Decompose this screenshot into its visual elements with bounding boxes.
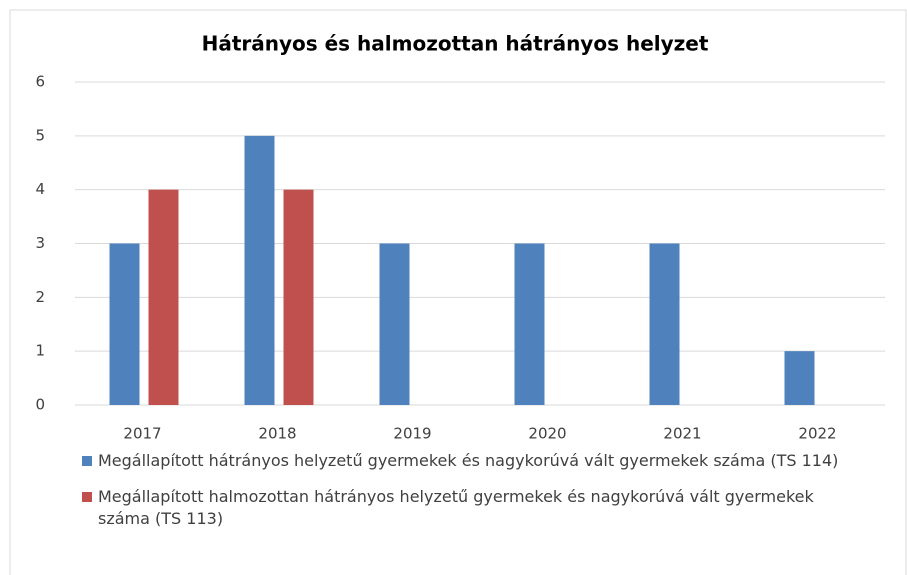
x-tick-label: 2021 <box>663 425 701 443</box>
x-tick-label: 2020 <box>528 425 566 443</box>
bar <box>109 243 140 405</box>
y-tick-label: 2 <box>35 288 45 306</box>
y-tick-label: 0 <box>35 396 45 414</box>
bar <box>148 189 179 405</box>
chart-frame <box>9 9 907 575</box>
bar <box>649 243 680 405</box>
y-tick-label: 4 <box>35 180 45 198</box>
y-tick-label: 5 <box>35 126 45 144</box>
x-tick-label: 2019 <box>393 425 431 443</box>
bar <box>244 135 275 406</box>
y-tick-label: 1 <box>35 342 45 360</box>
legend-label: Megállapított halmozottan hátrányos hely… <box>98 487 814 528</box>
legend: Megállapított hátrányos helyzetű gyermek… <box>80 450 880 544</box>
x-tick-label: 2017 <box>123 425 161 443</box>
bar <box>784 351 815 405</box>
x-tick-label: 2022 <box>798 425 836 443</box>
legend-swatch <box>82 492 92 502</box>
bar <box>514 243 545 405</box>
legend-swatch <box>82 456 92 466</box>
bar <box>283 189 314 405</box>
legend-label: Megállapított hátrányos helyzetű gyermek… <box>98 451 839 470</box>
y-tick-label: 3 <box>35 234 45 252</box>
x-tick-label: 2018 <box>258 425 296 443</box>
bar <box>379 243 410 405</box>
legend-item: Megállapított hátrányos helyzetű gyermek… <box>80 450 880 472</box>
chart-title: Hátrányos és halmozottan hátrányos helyz… <box>202 32 709 56</box>
legend-item: Megállapított halmozottan hátrányos hely… <box>80 486 858 530</box>
y-tick-label: 6 <box>35 73 45 91</box>
